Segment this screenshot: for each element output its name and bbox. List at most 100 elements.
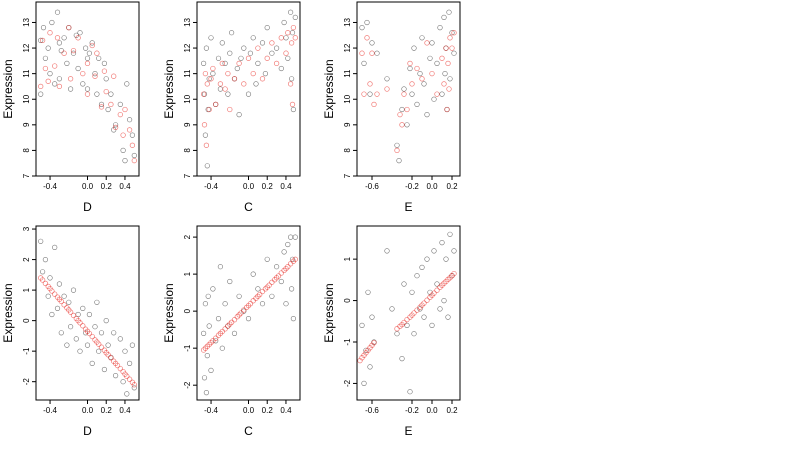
observed-point (274, 264, 280, 270)
x-tick-label: -0.4 (43, 182, 57, 191)
observed-point (278, 278, 284, 285)
fitted-point (54, 35, 61, 41)
observed-point (363, 347, 369, 353)
observed-point (441, 298, 447, 304)
fitted-point (424, 297, 430, 303)
fitted-point (371, 101, 377, 108)
fitted-point (285, 30, 291, 36)
observed-point (399, 356, 405, 362)
fitted-point (126, 376, 133, 382)
observed-point (281, 19, 287, 26)
observed-point (285, 55, 291, 61)
observed-point (250, 271, 256, 277)
observed-point (105, 342, 111, 348)
fitted-point (208, 339, 214, 346)
observed-point (449, 30, 455, 36)
observed-point (424, 256, 430, 262)
fitted-point (202, 70, 209, 77)
fitted-point (80, 323, 86, 329)
observed-point (394, 142, 400, 148)
observed-point (70, 50, 77, 56)
observed-point (103, 318, 109, 324)
x-axis-label: C (244, 200, 253, 214)
fitted-point (255, 293, 261, 299)
observed-point (202, 301, 208, 307)
observed-point (414, 273, 420, 279)
fitted-point (269, 40, 275, 46)
observed-point (389, 306, 395, 312)
x-tick-label: 0.2 (262, 182, 274, 191)
fitted-point (401, 319, 407, 326)
fitted-point (369, 50, 375, 56)
observed-point (111, 330, 117, 336)
fitted-point (117, 111, 123, 118)
observed-point (288, 234, 294, 240)
observed-point (269, 50, 275, 56)
observed-point (289, 286, 295, 292)
scatter-panel: -0.4 0.0 0.2 0.4 -2 -1 0 1 2 C Expression (162, 225, 301, 438)
fitted-point (394, 147, 400, 154)
observed-point (217, 264, 223, 270)
observed-point (262, 70, 269, 77)
observed-point (419, 264, 425, 271)
observed-point (56, 76, 63, 82)
scatter-panel: -0.6 -0.2 0.0 0.2 7 8 9 10 11 12 13 E Expression (322, 1, 461, 214)
fitted-point (94, 50, 100, 56)
x-axis-label: D (83, 424, 92, 438)
observed-point (205, 293, 211, 299)
fitted-point (266, 282, 272, 288)
plot-frame (356, 225, 461, 401)
fitted-point (399, 122, 405, 128)
observed-point (40, 25, 47, 31)
observed-point (278, 65, 284, 72)
fitted-point (441, 81, 447, 87)
observed-point (84, 342, 91, 348)
y-tick-label: -2 (343, 379, 352, 387)
fitted-point (84, 91, 91, 97)
observed-point (66, 299, 72, 305)
observed-point (285, 241, 291, 248)
y-tick-label: 11 (343, 69, 352, 78)
fitted-point (122, 106, 128, 113)
observed-point (84, 55, 91, 61)
fitted-point (222, 86, 228, 92)
observed-point (411, 45, 417, 51)
fitted-point (114, 362, 121, 369)
fitted-point (103, 88, 109, 95)
fitted-point (359, 50, 365, 56)
fitted-point (404, 316, 410, 323)
y-tick-label: 8 (183, 148, 192, 153)
observed-point (80, 81, 86, 87)
fitted-point (204, 343, 210, 349)
fitted-point (361, 91, 367, 97)
observed-point (441, 14, 447, 20)
observed-point (210, 286, 216, 292)
observed-point (201, 375, 208, 381)
fitted-point (108, 101, 114, 108)
plot-frame (35, 1, 140, 177)
observed-point (122, 348, 128, 354)
observed-point (283, 35, 289, 41)
y-tick-label: 10 (183, 94, 192, 103)
fitted-point (67, 309, 74, 315)
fitted-point (45, 78, 51, 84)
observed-point (75, 65, 81, 72)
fitted-point (38, 83, 44, 90)
observed-point (52, 81, 58, 87)
fitted-point (272, 277, 278, 283)
observed-point (442, 70, 448, 77)
fitted-point (203, 142, 210, 148)
observed-point (219, 345, 225, 351)
fitted-point (273, 60, 280, 67)
observed-point (421, 81, 427, 87)
fitted-point (206, 341, 212, 348)
scatter-panel: -0.4 0.0 0.2 0.4 7 8 9 10 11 12 13 D Expression (1, 1, 140, 214)
x-tick-label: 0.4 (280, 182, 292, 191)
observed-point (52, 244, 58, 250)
observed-point (219, 40, 225, 46)
fitted-point (66, 24, 72, 31)
fitted-point (245, 55, 252, 61)
observed-point (64, 342, 70, 348)
observed-point (424, 111, 430, 118)
observed-point (434, 60, 440, 67)
